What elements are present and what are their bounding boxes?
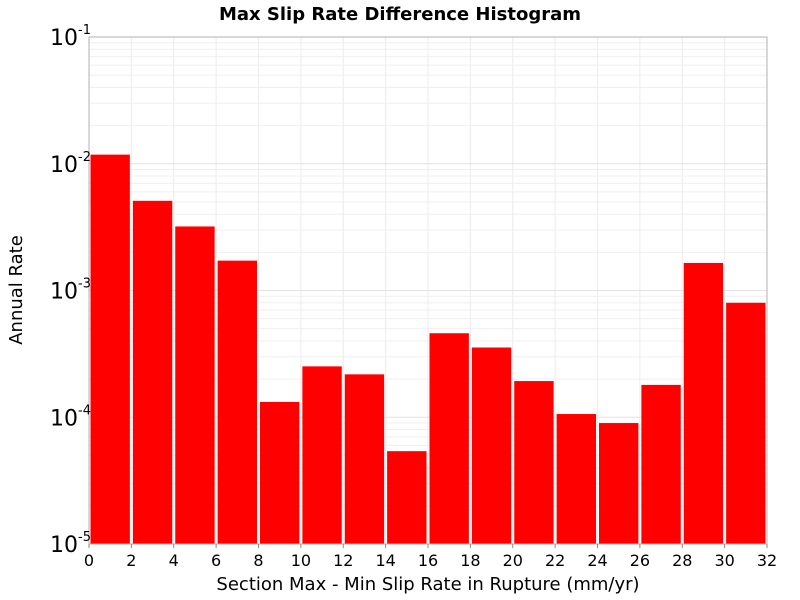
x-axis-ticks: 0 2 4 6 8 10 12 14 16 18 20 22 24 26 28 30 32: [84, 544, 777, 570]
x-tick-label: 22: [545, 551, 565, 570]
y-tick-label: 10-1: [50, 23, 91, 51]
bars-group: [90, 154, 766, 545]
y-tick-base: 10: [50, 533, 78, 558]
x-tick-label: 14: [375, 551, 395, 570]
histogram-bar: [556, 414, 596, 544]
histogram-bar: [599, 423, 639, 544]
y-tick-base: 10: [50, 280, 78, 305]
y-tick-exponent: -4: [78, 403, 91, 418]
histogram-bar: [302, 366, 342, 544]
chart-title: Max Slip Rate Difference Histogram: [219, 4, 581, 25]
histogram-bar: [217, 260, 257, 544]
histogram-bar: [471, 347, 512, 544]
y-axis-label: Annual Rate: [6, 235, 27, 345]
x-tick-label: 32: [757, 551, 777, 570]
x-tick-label: 4: [169, 551, 179, 570]
histogram-bar: [726, 302, 766, 544]
histogram-bar: [387, 451, 427, 544]
y-tick-exponent: -5: [78, 530, 91, 545]
x-tick-label: 2: [126, 551, 136, 570]
histogram-bar: [344, 374, 385, 544]
x-tick-label: 16: [418, 551, 438, 570]
x-tick-label: 30: [714, 551, 734, 570]
histogram-bar: [641, 384, 681, 544]
x-tick-label: 26: [630, 551, 650, 570]
x-axis-label: Section Max - Min Slip Rate in Rupture (…: [216, 574, 639, 595]
y-tick-label: 10-5: [50, 530, 91, 558]
histogram-bar: [132, 200, 173, 544]
y-tick-label: 10-2: [50, 150, 91, 178]
x-tick-label: 24: [587, 551, 607, 570]
x-tick-label: 18: [460, 551, 480, 570]
histogram-bar: [90, 154, 130, 544]
histogram-bar: [260, 401, 300, 544]
y-tick-base: 10: [50, 406, 78, 431]
histogram-bar: [175, 226, 215, 545]
y-tick-base: 10: [50, 26, 78, 51]
x-tick-label: 12: [333, 551, 353, 570]
x-tick-label: 10: [291, 551, 311, 570]
y-tick-base: 10: [50, 153, 78, 178]
y-tick-exponent: -3: [78, 277, 91, 292]
histogram-bar: [514, 381, 554, 544]
histogram-bar: [429, 333, 469, 544]
histogram-bar: [683, 262, 724, 544]
x-tick-label: 6: [211, 551, 221, 570]
y-tick-label: 10-3: [50, 277, 91, 305]
x-tick-label: 28: [672, 551, 692, 570]
y-tick-exponent: -1: [78, 23, 91, 38]
y-tick-label: 10-4: [50, 403, 91, 431]
y-tick-exponent: -2: [78, 150, 91, 165]
y-axis-ticks: 10-510-410-310-210-1: [50, 23, 91, 558]
x-tick-label: 20: [503, 551, 523, 570]
x-tick-label: 8: [253, 551, 263, 570]
x-tick-label: 0: [84, 551, 94, 570]
